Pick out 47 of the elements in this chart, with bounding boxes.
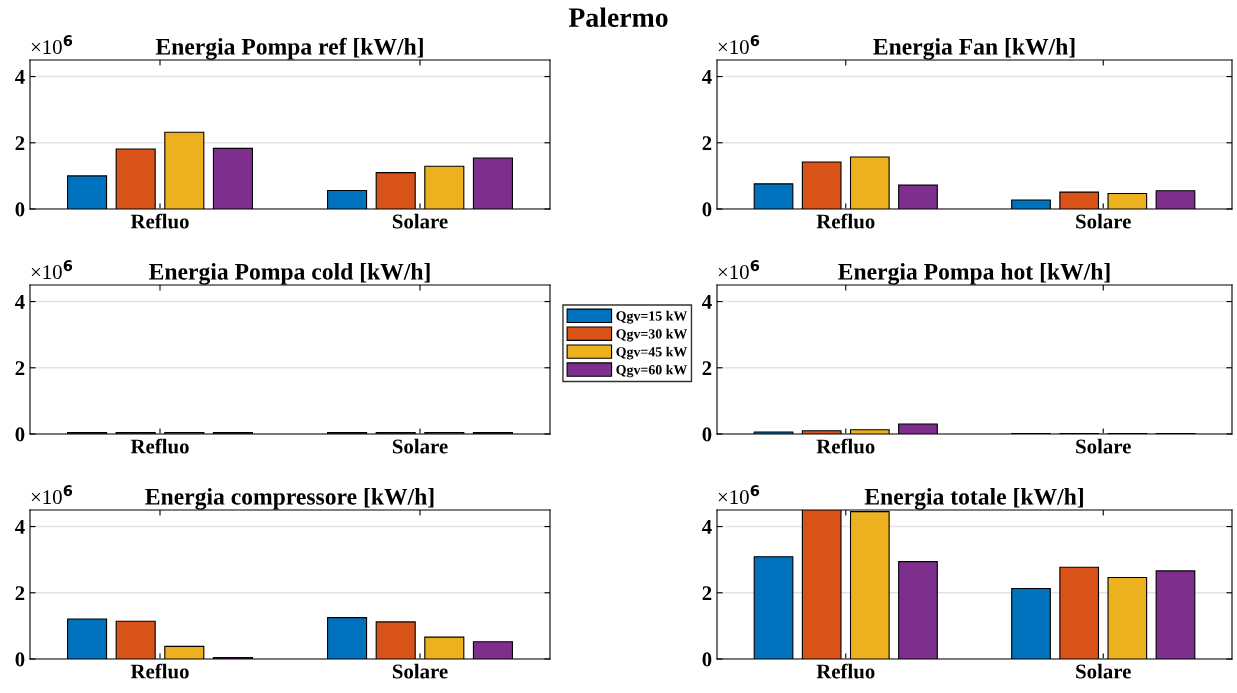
legend-label: Qgv=15 kW <box>616 310 688 324</box>
y-tick-label: 4 <box>702 295 712 309</box>
text: ×10$^{6}$ <box>718 260 760 280</box>
x-tick-label: Solare <box>1076 663 1131 679</box>
y-tick-label: 4 <box>15 520 25 534</box>
chart-title: Energia Fan [kW/h] <box>873 38 1075 60</box>
x-tick-label: Refluo <box>130 213 189 229</box>
chart-title: Energia totale [kW/h] <box>864 488 1083 510</box>
y-tick-label: 0 <box>702 202 712 217</box>
y-tick-label: 2 <box>15 361 25 376</box>
x-tick-label: Solare <box>392 213 448 229</box>
text: ×10$^{6}$ <box>31 35 73 55</box>
x-tick-label: Solare <box>392 438 448 454</box>
legend-label: Qgv=60 kW <box>616 364 688 378</box>
text: ×10$^{6}$ <box>31 485 73 505</box>
legend-label: Qgv=45 kW <box>616 346 688 360</box>
text: ×10$^{6}$ <box>31 260 73 280</box>
chart-title: Energia compressore [kW/h] <box>145 488 434 510</box>
chart-title: Energia Pompa cold [kW/h] <box>149 263 430 285</box>
y-tick-label: 0 <box>15 652 25 667</box>
x-tick-label: Refluo <box>816 213 875 229</box>
y-tick-label: 2 <box>15 136 25 151</box>
y-tick-label: 0 <box>702 652 712 667</box>
x-tick-label: Solare <box>1076 438 1131 454</box>
y-tick-label: 0 <box>15 202 25 217</box>
legend-label: Qgv=30 kW <box>616 328 688 342</box>
y-tick-label: 2 <box>15 586 25 601</box>
x-tick-label: Refluo <box>816 663 875 679</box>
x-tick-label: Refluo <box>130 663 189 679</box>
x-tick-label: Refluo <box>130 438 189 454</box>
y-tick-label: 0 <box>15 427 25 442</box>
chart-title: Energia Pompa ref [kW/h] <box>155 37 423 60</box>
y-tick-label: 4 <box>15 295 25 309</box>
x-tick-label: Refluo <box>816 438 875 454</box>
y-tick-label: 4 <box>702 70 712 84</box>
y-tick-label: 4 <box>702 520 712 534</box>
chart-title: Energia Pompa hot [kW/h] <box>838 263 1110 285</box>
y-tick-label: 2 <box>702 586 712 601</box>
y-tick-label: 2 <box>702 136 712 151</box>
text: ×10$^{6}$ <box>718 35 760 55</box>
x-tick-label: Solare <box>392 663 448 679</box>
y-tick-label: 2 <box>702 361 712 376</box>
x-tick-label: Solare <box>1076 213 1131 229</box>
y-tick-label: 4 <box>15 70 25 84</box>
text: Palermo <box>568 7 668 27</box>
text: ×10$^{6}$ <box>718 485 760 505</box>
y-tick-label: 0 <box>702 427 712 442</box>
